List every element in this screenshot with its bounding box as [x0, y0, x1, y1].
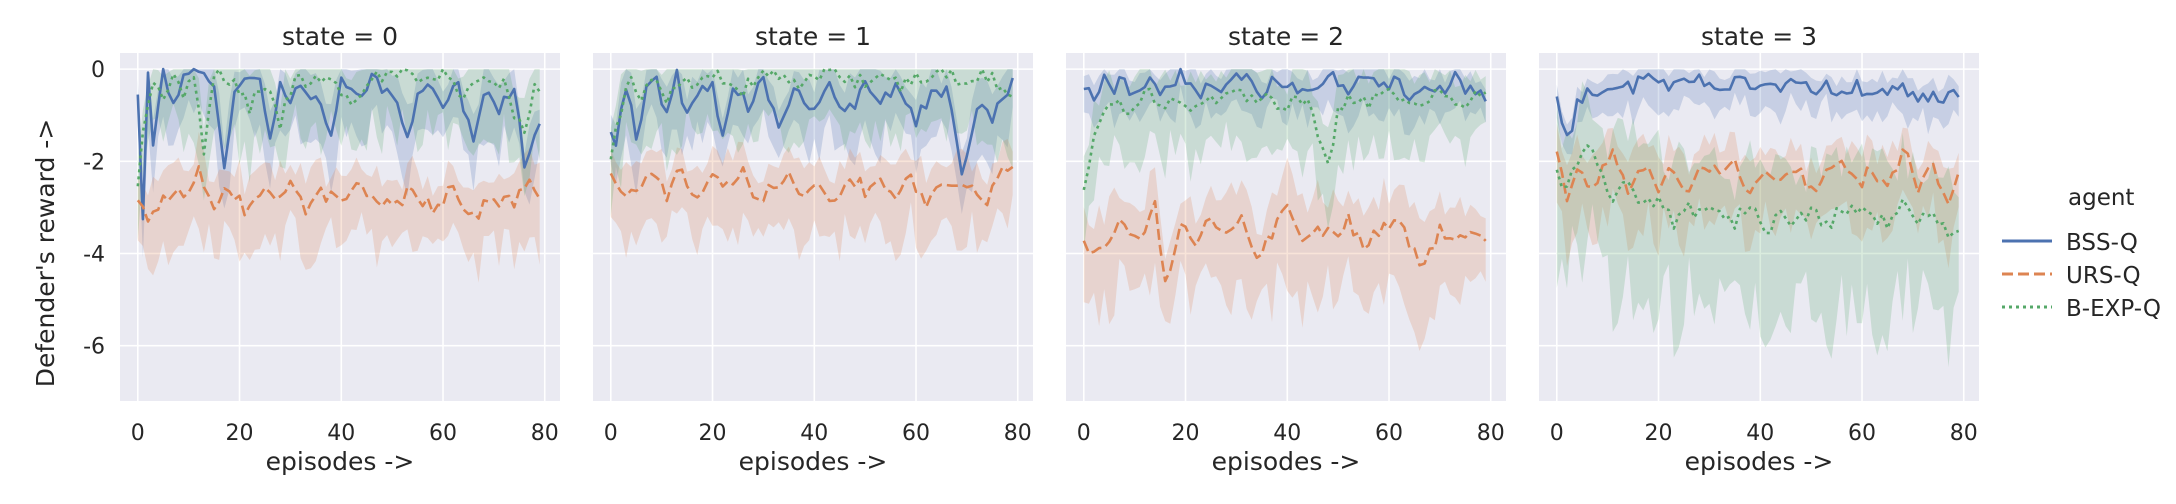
y-tick-label: -2: [83, 150, 105, 175]
ci-band-b-exp-q: [610, 69, 1013, 217]
x-axis-label: episodes ->: [1212, 447, 1361, 476]
y-axis-label: Defender's reward ->: [31, 119, 60, 388]
x-tick-label: 80: [1950, 421, 1978, 446]
series-lines: [609, 67, 1014, 209]
ci-band-b-exp-q: [137, 69, 540, 240]
series-line-b-exp-q: [136, 67, 541, 187]
panel-0: state = 0 0 20 40 60 80 0 -2 -4 -6 episodes ->: [83, 22, 560, 476]
ci-band-urs-q: [1556, 123, 1959, 269]
series-line-urs-q: [136, 165, 541, 223]
series-lines: [1082, 67, 1487, 283]
panel-2: state = 2 0 20 40 60 80 episodes ->: [1066, 22, 1506, 476]
legend-label-urs-q: URS-Q: [2066, 263, 2141, 289]
x-tick-label: 80: [531, 421, 559, 446]
ci-band-b-exp-q: [1083, 69, 1486, 251]
legend-label-bss-q: BSS-Q: [2066, 230, 2138, 256]
ci-band-urs-q: [137, 131, 540, 283]
ci-bands: [1556, 69, 1959, 368]
series-line-urs-q: [1082, 199, 1487, 283]
x-tick-label: 60: [902, 421, 930, 446]
x-tick-label: 60: [1375, 421, 1403, 446]
legend-label-b-exp-q: B-EXP-Q: [2066, 296, 2161, 322]
series-line-b-exp-q: [1555, 144, 1960, 239]
x-tick-label: 20: [226, 421, 254, 446]
series-lines: [1555, 72, 1960, 239]
x-tick-label: 80: [1004, 421, 1032, 446]
y-tick-label: 0: [91, 58, 105, 83]
series-line-bss-q: [1555, 72, 1960, 137]
ci-band-bss-q: [1556, 69, 1959, 155]
y-tick-label: -6: [83, 335, 105, 360]
panel-title: state = 0: [282, 22, 398, 51]
plot-area: [1539, 53, 1979, 401]
x-tick-label: 20: [1645, 421, 1673, 446]
x-tick-label: 0: [1550, 421, 1564, 446]
panel-title: state = 2: [1228, 22, 1344, 51]
x-axis-label: episodes ->: [739, 447, 888, 476]
series-line-b-exp-q: [1082, 87, 1487, 191]
x-tick-label: 40: [1273, 421, 1301, 446]
x-tick-label: 20: [1172, 421, 1200, 446]
ci-bands: [610, 69, 1013, 262]
x-tick-label: 0: [131, 421, 145, 446]
x-tick-label: 40: [327, 421, 355, 446]
x-tick-label: 0: [604, 421, 618, 446]
series-line-bss-q: [136, 67, 541, 221]
series-line-urs-q: [609, 165, 1014, 209]
ci-band-urs-q: [1083, 157, 1486, 351]
legend-title: agent: [2068, 185, 2134, 211]
plot-area: [120, 53, 560, 401]
series-line-urs-q: [1555, 148, 1960, 206]
ci-bands: [137, 69, 540, 283]
series-line-bss-q: [1083, 67, 1487, 102]
ci-band-bss-q: [137, 69, 540, 258]
panel-1: state = 1 0 20 40 60 80 episodes ->: [593, 22, 1033, 476]
x-tick-label: 40: [1746, 421, 1774, 446]
panel-title: state = 3: [1701, 22, 1817, 51]
y-tick-label: -4: [83, 243, 105, 268]
x-tick-label: 60: [1848, 421, 1876, 446]
series-lines: [136, 67, 541, 223]
series-line-b-exp-q: [609, 67, 1014, 160]
x-tick-label: 20: [699, 421, 727, 446]
plot-area: [1066, 53, 1506, 401]
series-line-bss-q: [609, 68, 1014, 176]
ci-band-bss-q: [610, 69, 1013, 214]
ci-band-urs-q: [610, 138, 1013, 262]
x-tick-label: 0: [1077, 421, 1091, 446]
x-axis-label: episodes ->: [266, 447, 415, 476]
x-axis-label: episodes ->: [1685, 447, 1834, 476]
x-tick-label: 40: [800, 421, 828, 446]
ci-band-b-exp-q: [1556, 81, 1959, 368]
panel-title: state = 1: [755, 22, 871, 51]
panel-3: state = 3 0 20 40 60 80 episodes ->: [1539, 22, 1979, 476]
x-tick-label: 60: [429, 421, 457, 446]
legend: agent BSS-Q URS-Q B-EXP-Q: [2002, 185, 2161, 322]
x-tick-label: 80: [1477, 421, 1505, 446]
